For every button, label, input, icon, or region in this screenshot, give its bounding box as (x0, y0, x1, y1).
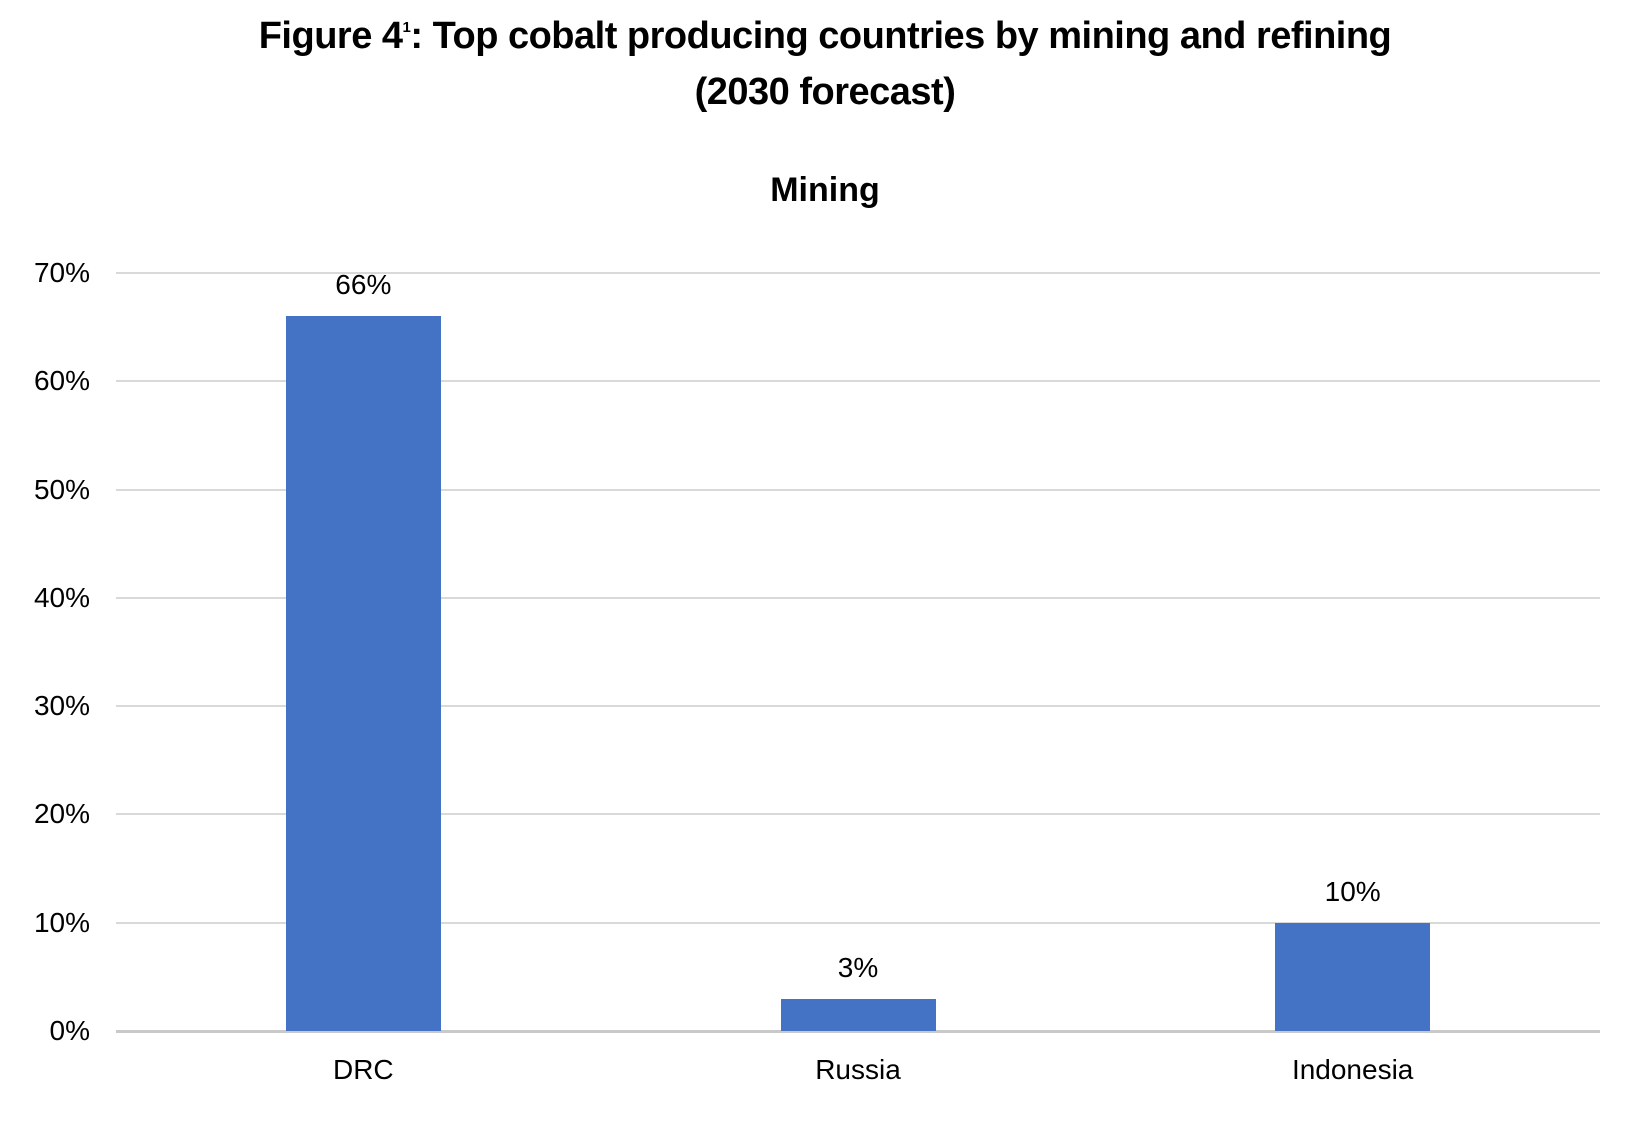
figure-title-line2: (2030 forecast) (694, 71, 956, 113)
chart-title: Mining (770, 171, 880, 209)
gridline-10 (116, 921, 1600, 924)
bar-indonesia (1275, 922, 1431, 1031)
bar-russia (780, 998, 936, 1031)
figure-title-prefix: Figure 4 (258, 15, 403, 57)
gridline-70 (116, 272, 1600, 274)
x-axis-line (116, 1030, 1600, 1033)
data-label-russia: 3% (837, 951, 879, 983)
y-tick-label-60: 60% (33, 365, 90, 397)
y-tick-label-50: 50% (33, 473, 90, 505)
gridline-30 (116, 705, 1600, 708)
gridline-40 (116, 596, 1600, 599)
figure-title: Figure 41: Top cobalt producing countrie… (0, 8, 1650, 120)
gridline-50 (116, 488, 1600, 491)
category-label-russia: Russia (815, 1054, 901, 1085)
y-tick-label-20: 20% (33, 798, 90, 830)
gridline-60 (116, 380, 1600, 383)
figure-title-suffix: : Top cobalt producing countries by mini… (410, 15, 1392, 57)
gridline-20 (116, 813, 1600, 816)
category-label-drc: DRC (332, 1054, 394, 1085)
y-tick-label-0: 0% (49, 1015, 90, 1046)
data-label-drc: 66% (335, 269, 392, 301)
y-tick-label-40: 40% (33, 581, 90, 613)
data-label-indonesia: 10% (1324, 875, 1381, 907)
y-tick-label-30: 30% (33, 690, 90, 722)
y-tick-label-70: 70% (33, 257, 90, 288)
figure-title-footnote-marker: 1 (402, 19, 411, 36)
category-label-indonesia: Indonesia (1291, 1054, 1414, 1085)
bar-drc (285, 316, 441, 1031)
y-tick-label-10: 10% (33, 906, 90, 938)
